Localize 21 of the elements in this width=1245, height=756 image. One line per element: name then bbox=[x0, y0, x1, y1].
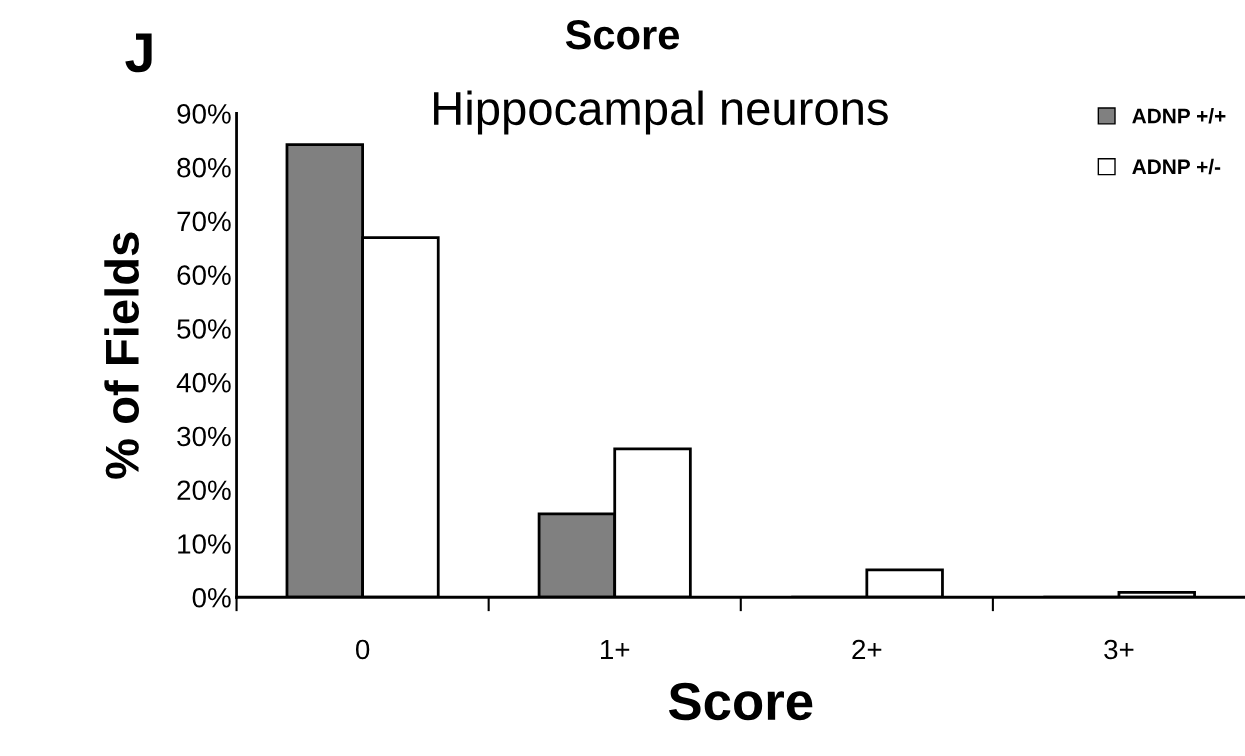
x-tick-label: 1+ bbox=[601, 639, 630, 660]
legend-label: ADNP +/+ bbox=[1132, 108, 1226, 124]
x-tick-label: 0 bbox=[355, 639, 370, 660]
y-axis-title: % of Fields bbox=[104, 232, 139, 479]
y-tick-label: 30% bbox=[177, 426, 231, 447]
y-tick-label: 10% bbox=[178, 534, 231, 554]
text: J bbox=[125, 33, 152, 73]
y-tick-label: 0% bbox=[192, 587, 231, 608]
y-tick-label: 50% bbox=[177, 319, 231, 339]
x-tick-label: 3+ bbox=[1104, 639, 1134, 660]
chart-title: Score bbox=[565, 20, 679, 50]
y-tick-label: 60% bbox=[177, 265, 231, 286]
x-tick-label: 2+ bbox=[852, 639, 882, 660]
y-tick-label: 80% bbox=[177, 157, 231, 178]
x-axis-title: Score bbox=[668, 682, 813, 721]
y-tick-label: 90% bbox=[177, 104, 231, 124]
chart-subtitle: Hippocampal neurons bbox=[434, 90, 888, 135]
y-tick-label: 70% bbox=[177, 211, 231, 232]
legend-label: ADNP +/- bbox=[1132, 158, 1221, 175]
y-tick-label: 40% bbox=[176, 372, 231, 393]
y-tick-label: 20% bbox=[177, 480, 231, 501]
